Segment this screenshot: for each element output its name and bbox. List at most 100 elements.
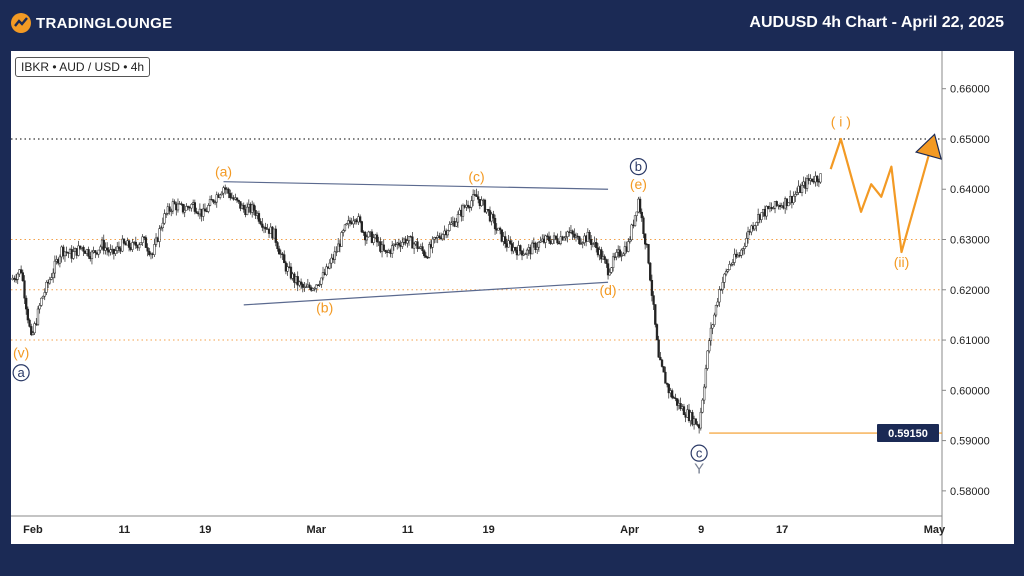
candle (13, 275, 16, 283)
logo-text: TRADINGLOUNGE (36, 14, 173, 32)
candle-body (547, 236, 551, 242)
candle (525, 248, 529, 259)
candle (112, 248, 116, 260)
price-tick-label: 0.66000 (950, 84, 990, 96)
candle (321, 266, 325, 281)
candle-body (475, 194, 478, 197)
candle-body (72, 251, 75, 259)
candle (58, 254, 62, 268)
candle (787, 202, 790, 207)
candle-body (724, 271, 728, 275)
candle (245, 202, 249, 216)
price-tick-label: 0.58000 (950, 486, 990, 498)
wave-label: (e) (630, 176, 647, 192)
candle (438, 232, 441, 240)
candle (424, 252, 428, 259)
candle-body (670, 390, 674, 398)
candle-body (301, 283, 304, 288)
candle (335, 246, 338, 257)
candle (26, 306, 30, 324)
candle-body (644, 233, 647, 245)
time-tick-label: Apr (620, 524, 640, 536)
candle (466, 200, 470, 210)
candle (161, 217, 164, 232)
candle-body (740, 249, 743, 256)
candle-body (364, 232, 367, 241)
symbol-badge[interactable]: IBKR • AUD / USD • 4h (15, 57, 151, 77)
candle (97, 249, 100, 258)
candle (487, 208, 490, 216)
candle-body (235, 197, 239, 201)
candle-body (743, 246, 746, 249)
wave-label: ( i ) (831, 113, 851, 129)
candle-body (509, 240, 512, 244)
candle (252, 202, 256, 216)
candle (606, 258, 610, 280)
candle-body (50, 277, 53, 280)
candle-body (520, 250, 524, 256)
candle-body (792, 195, 795, 203)
candle-body (13, 277, 16, 280)
wave-label: Y (694, 460, 704, 477)
candle-body (239, 201, 242, 209)
candle (50, 273, 53, 281)
candle (296, 271, 299, 292)
candle-body (372, 237, 375, 243)
price-tick-label: 0.59000 (950, 436, 990, 448)
candle-body (492, 213, 495, 219)
candle (41, 295, 45, 299)
candle-body (222, 187, 225, 194)
candle-body (655, 324, 659, 341)
candle (11, 274, 14, 281)
candle (99, 244, 102, 254)
candle-body (730, 264, 733, 266)
candle-body (487, 208, 490, 211)
candle (239, 201, 242, 212)
candle (507, 234, 510, 248)
candle (536, 241, 539, 255)
candle (520, 250, 524, 261)
candle (662, 366, 665, 373)
candle-body (384, 249, 387, 253)
candle-body (148, 250, 151, 256)
candle (755, 221, 758, 232)
candle-body (176, 203, 180, 211)
candle (794, 190, 797, 202)
candle-body (109, 249, 112, 253)
candle-body (286, 266, 289, 272)
candle-body (138, 244, 141, 249)
candle-body (213, 201, 217, 204)
candle-body (662, 366, 665, 373)
candle-body (578, 236, 581, 245)
candle (53, 255, 57, 279)
candle-body (753, 225, 756, 230)
candle-body (370, 231, 374, 243)
candle (546, 233, 549, 240)
candle (468, 205, 471, 213)
candle (148, 247, 151, 257)
candle (709, 322, 713, 346)
candle (370, 229, 374, 244)
candle-body (448, 224, 451, 231)
candle (343, 224, 347, 232)
candle-body (563, 237, 566, 241)
candle-body (573, 233, 576, 238)
candle (28, 318, 31, 328)
chart-area[interactable]: 0.59150 0.66000 0.65000 0.64000 0.63000 0.620… (11, 51, 1014, 544)
candle (401, 237, 404, 250)
candle (628, 236, 632, 244)
candle (65, 246, 68, 257)
candle (721, 276, 724, 294)
candle (554, 235, 557, 241)
candle-body (539, 240, 542, 243)
candle (229, 189, 232, 201)
candle (254, 205, 257, 219)
candle (213, 200, 217, 206)
candle (224, 184, 227, 195)
candle-body (382, 244, 385, 251)
candle (578, 235, 581, 245)
candle (165, 212, 168, 218)
candle (718, 286, 721, 307)
candle-body (649, 262, 652, 281)
candle-body (418, 247, 421, 250)
